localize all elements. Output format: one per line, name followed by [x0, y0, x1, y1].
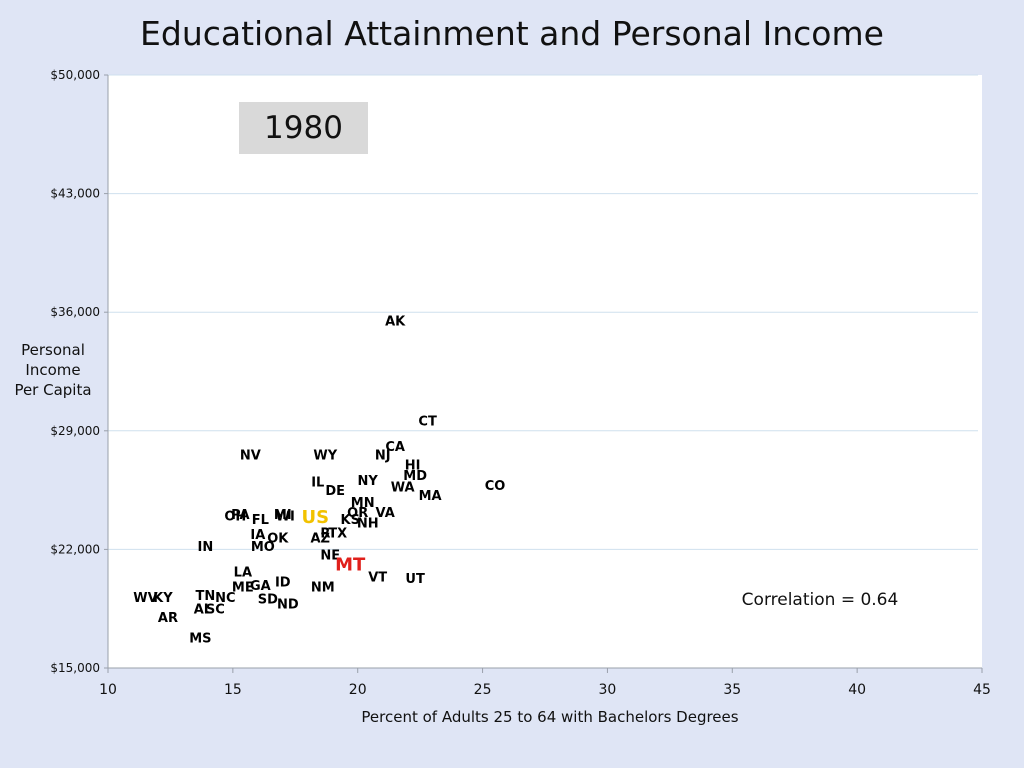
y-axis-ticks: $15,000 $22,000 $29,000 $36,000 $43,000 $50,0… — [50, 68, 108, 675]
gridlines — [108, 74, 978, 550]
x-tick-label: 35 — [723, 682, 741, 698]
x-tick-label: 25 — [474, 682, 492, 698]
plot-area — [108, 75, 982, 668]
data-point-pa: PA — [231, 508, 249, 523]
y-tick-label: $22,000 — [50, 542, 100, 556]
data-point-ut: UT — [405, 572, 425, 587]
data-point-la: LA — [234, 565, 252, 580]
data-point-mt: MT — [335, 555, 366, 576]
data-point-mi: MI — [274, 508, 292, 523]
data-point-wi: WI — [276, 510, 295, 525]
data-point-nv: NV — [240, 449, 261, 464]
y-axis-label-line: Personal — [21, 341, 85, 359]
x-tick-label: 10 — [99, 682, 117, 698]
data-point-ne: NE — [320, 548, 340, 563]
data-point-md: MD — [403, 469, 427, 484]
data-point-tx: TX — [328, 526, 347, 541]
data-point-de: DE — [325, 484, 345, 499]
data-point-nj: NJ — [375, 449, 391, 464]
data-point-oh: OH — [224, 510, 246, 525]
y-tick-label: $50,000 — [50, 68, 100, 82]
data-point-nc: NC — [215, 591, 235, 606]
data-point-ia: IA — [250, 528, 265, 543]
data-point-ky: KY — [153, 591, 173, 606]
data-point-in: IN — [198, 540, 214, 555]
data-point-tn: TN — [196, 589, 216, 604]
year-label: 1980 — [239, 102, 368, 154]
data-point-ri: RI — [320, 526, 335, 541]
data-point-sd: SD — [258, 593, 278, 608]
data-point-sc: SC — [206, 603, 225, 618]
data-point-ga: GA — [250, 579, 271, 594]
data-point-ny: NY — [358, 474, 379, 489]
data-point-mn: MN — [351, 496, 375, 511]
y-axis-label-line: Per Capita — [14, 381, 92, 399]
y-tick-label: $15,000 — [50, 661, 100, 675]
data-point-ma: MA — [419, 489, 442, 504]
data-point-ct: CT — [418, 415, 437, 430]
data-point-hi: HI — [405, 459, 421, 474]
data-point-al: AL — [194, 603, 212, 618]
data-point-ak: AK — [385, 315, 406, 330]
data-point-az: AZ — [311, 532, 331, 547]
x-tick-label: 45 — [973, 682, 991, 698]
data-point-vt: VT — [368, 571, 387, 586]
data-point-id: ID — [275, 576, 291, 591]
y-axis-label-line: Income — [25, 361, 81, 379]
x-axis-ticks: 10 15 20 25 30 35 40 45 — [99, 668, 991, 698]
data-point-ms: MS — [189, 632, 211, 647]
data-point-ca: CA — [385, 440, 405, 455]
y-tick-label: $43,000 — [50, 187, 100, 201]
data-point-us: US — [301, 507, 329, 528]
data-point-wv: WV — [133, 591, 157, 606]
x-tick-label: 15 — [224, 682, 242, 698]
data-point-co: CO — [485, 479, 506, 494]
data-point-fl: FL — [252, 513, 269, 528]
data-point-wy: WY — [313, 449, 337, 464]
x-tick-label: 20 — [349, 682, 367, 698]
data-point-va: VA — [376, 506, 395, 521]
data-point-ar: AR — [158, 611, 178, 626]
data-point-wa: WA — [391, 481, 415, 496]
data-point-nm: NM — [311, 581, 335, 596]
y-axis-label: Personal Income Per Capita — [4, 340, 102, 400]
data-point-me: ME — [232, 581, 254, 596]
correlation-annotation: Correlation = 0.64 — [741, 590, 899, 610]
y-tick-label: $29,000 — [50, 424, 100, 438]
data-point-or: OR — [347, 506, 368, 521]
data-point-ks: KS — [341, 513, 360, 528]
y-tick-label: $36,000 — [50, 305, 100, 319]
data-point-nh: NH — [357, 516, 379, 531]
data-point-nd: ND — [277, 598, 299, 613]
data-point-il: IL — [311, 476, 324, 491]
axes — [107, 75, 982, 669]
data-point-ok: OK — [267, 532, 289, 547]
x-axis-label: Percent of Adults 25 to 64 with Bachelor… — [361, 708, 739, 726]
x-tick-label: 30 — [599, 682, 617, 698]
data-point-mo: MO — [251, 540, 275, 555]
chart-title: Educational Attainment and Personal Inco… — [140, 14, 884, 53]
x-tick-label: 40 — [848, 682, 866, 698]
